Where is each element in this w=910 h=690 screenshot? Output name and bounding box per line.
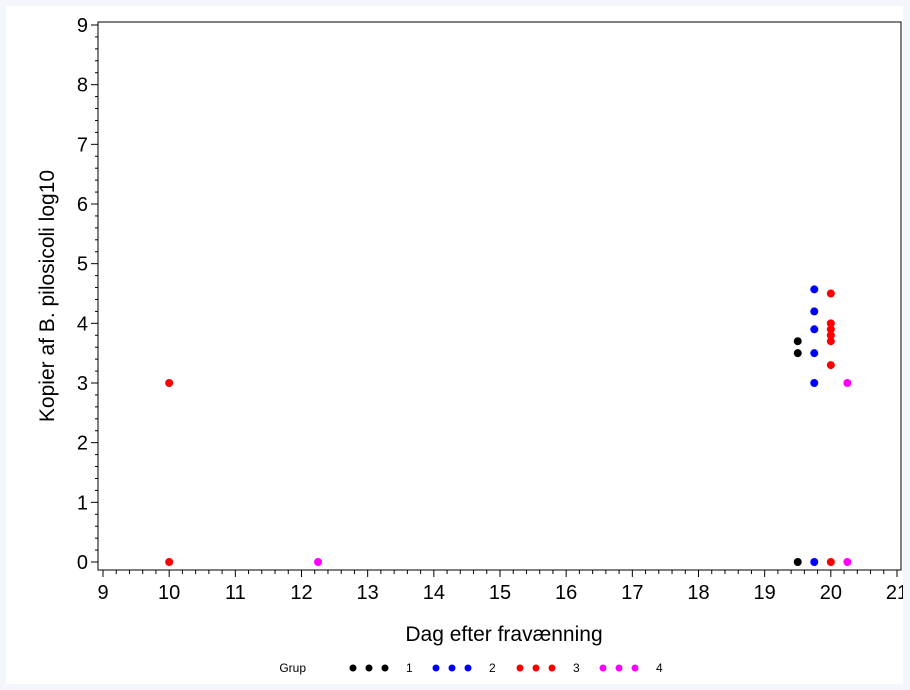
- x-tick-label: 11: [225, 582, 246, 604]
- data-point-group-3: [826, 361, 835, 370]
- x-tick-label: 19: [754, 582, 776, 604]
- legend-marker-group-2: [432, 664, 440, 672]
- legend-marker-group-3: [532, 664, 540, 672]
- x-tick-label: 18: [687, 582, 709, 604]
- legend-title: Grup: [279, 661, 306, 675]
- legend-label-group-4: 4: [656, 661, 663, 675]
- x-tick-label: 20: [820, 582, 842, 604]
- legend-marker-group-2: [464, 664, 472, 672]
- data-point-group-3: [826, 558, 835, 566]
- data-point-group-3: [826, 325, 835, 334]
- data-point-group-2: [810, 349, 819, 358]
- legend: Grup 1 2 3 4: [279, 661, 663, 675]
- legend-label-group-1: 1: [406, 661, 413, 675]
- y-tick-label: 9: [77, 15, 88, 37]
- x-tick-label: 17: [621, 582, 643, 604]
- y-tick-label: 2: [77, 433, 88, 455]
- y-tick-label: 1: [77, 492, 88, 514]
- data-point-group-3: [826, 331, 835, 340]
- x-tick-label: 14: [423, 582, 445, 604]
- legend-marker-group-3: [516, 664, 524, 672]
- legend-marker-group-4: [631, 664, 639, 672]
- data-point-group-4: [843, 558, 852, 566]
- data-point-group-3: [826, 319, 835, 328]
- x-tick-label: 21: [886, 582, 903, 604]
- y-tick-label: 4: [77, 313, 88, 335]
- data-point-group-2: [810, 307, 819, 316]
- data-point-group-2: [810, 379, 819, 387]
- legend-marker-group-4: [599, 664, 607, 672]
- plot-area: [97, 21, 902, 571]
- legend-marker-group-1: [381, 664, 389, 672]
- data-point-group-2: [810, 285, 819, 294]
- legend-label-group-2: 2: [489, 661, 496, 675]
- x-tick-label: 9: [97, 582, 108, 604]
- x-tick-label: 15: [489, 582, 511, 604]
- y-axis-title: Kopier af B. pilosicoli log10: [36, 170, 59, 422]
- y-tick-label: 7: [77, 134, 88, 156]
- y-tick-label: 3: [77, 373, 88, 395]
- data-point-group-4: [314, 558, 323, 566]
- legend-marker-group-1: [365, 664, 373, 672]
- y-tick-label: 8: [77, 75, 88, 97]
- x-tick-label: 12: [290, 582, 312, 604]
- legend-marker-group-3: [548, 664, 556, 672]
- data-point-group-3: [826, 337, 835, 346]
- data-point-group-3: [826, 289, 835, 298]
- data-point-group-1: [793, 349, 802, 358]
- y-tick-label: 5: [77, 254, 88, 276]
- data-point-group-2: [810, 558, 819, 566]
- x-axis-title: Dag efter fravænning: [405, 623, 602, 646]
- legend-marker-group-1: [349, 664, 357, 672]
- data-point-group-1: [793, 558, 802, 566]
- x-tick-label: 16: [555, 582, 577, 604]
- data-point-group-3: [165, 379, 174, 387]
- data-point-group-1: [793, 337, 802, 346]
- data-point-group-2: [810, 325, 819, 334]
- legend-label-group-3: 3: [573, 661, 580, 675]
- y-tick-label: 0: [77, 552, 88, 574]
- data-point-group-3: [165, 558, 174, 566]
- data-point-group-4: [843, 379, 852, 387]
- x-tick-label: 13: [357, 582, 379, 604]
- x-tick-label: 10: [158, 582, 180, 604]
- legend-marker-group-2: [448, 664, 456, 672]
- legend-marker-group-4: [615, 664, 623, 672]
- y-tick-label: 6: [77, 194, 88, 216]
